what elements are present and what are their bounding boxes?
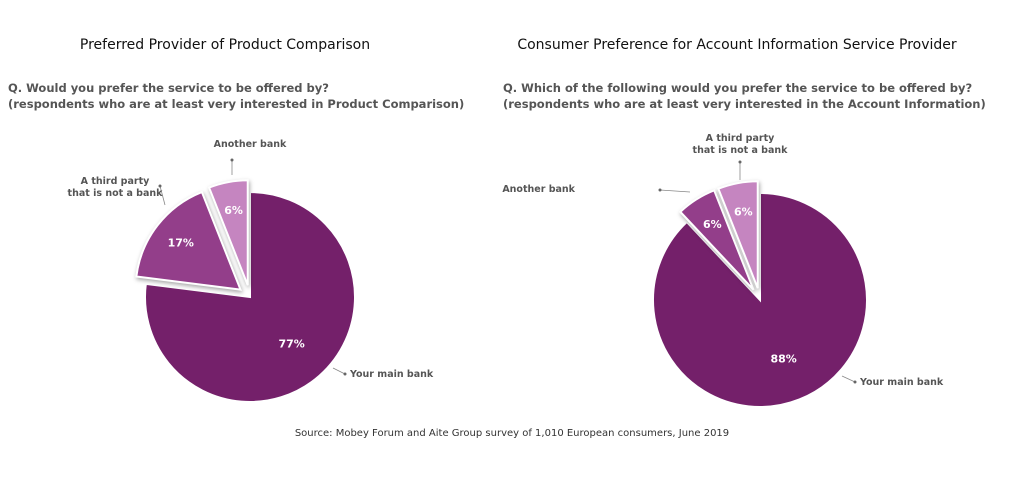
pie-slice — [135, 190, 243, 291]
pie-slice — [144, 190, 356, 403]
value-label: 88% — [770, 353, 796, 366]
leader-dot — [658, 188, 662, 192]
value-label: 6% — [703, 218, 722, 231]
pie-slice — [207, 179, 249, 286]
value-label: 77% — [278, 337, 304, 350]
category-label: Another bank — [502, 184, 575, 195]
chart-title: Consumer Preference for Account Informat… — [517, 37, 957, 53]
category-label: A third party that is not a bank — [67, 176, 163, 199]
category-label: Your main bank — [860, 377, 944, 388]
leader-dot — [230, 158, 234, 162]
leader-line — [332, 367, 346, 375]
leader-line — [659, 189, 691, 193]
value-label: 6% — [734, 206, 753, 219]
pie-slice — [717, 180, 759, 289]
leader-dot — [343, 372, 347, 376]
value-label: 6% — [224, 204, 243, 217]
category-label: Another bank — [213, 139, 287, 150]
leader-line — [159, 185, 166, 206]
leader-dot — [738, 160, 742, 164]
leader-dot — [158, 184, 162, 188]
pie-slice — [652, 191, 868, 408]
leader-dot — [853, 380, 857, 384]
category-label: A third party that is not a bank — [692, 133, 788, 156]
chart-subtitle: Q. Would you prefer the service to be of… — [8, 81, 465, 111]
chart-title: Preferred Provider of Product Comparison — [79, 37, 371, 53]
source-note: Source: Mobey Forum and Aite Group surve… — [294, 428, 730, 439]
chart-subtitle: Q. Which of the following would you pref… — [503, 81, 986, 111]
pie-slice — [678, 189, 755, 291]
leader-line — [841, 375, 856, 383]
category-label: Your main bank — [350, 369, 434, 380]
value-label: 17% — [168, 236, 194, 249]
